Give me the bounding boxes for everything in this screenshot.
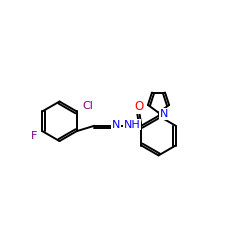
Text: Cl: Cl	[83, 102, 94, 112]
Text: N: N	[160, 109, 168, 119]
Text: NH: NH	[124, 120, 140, 130]
Text: F: F	[30, 131, 37, 141]
Text: O: O	[135, 100, 144, 113]
Text: N: N	[112, 120, 120, 130]
